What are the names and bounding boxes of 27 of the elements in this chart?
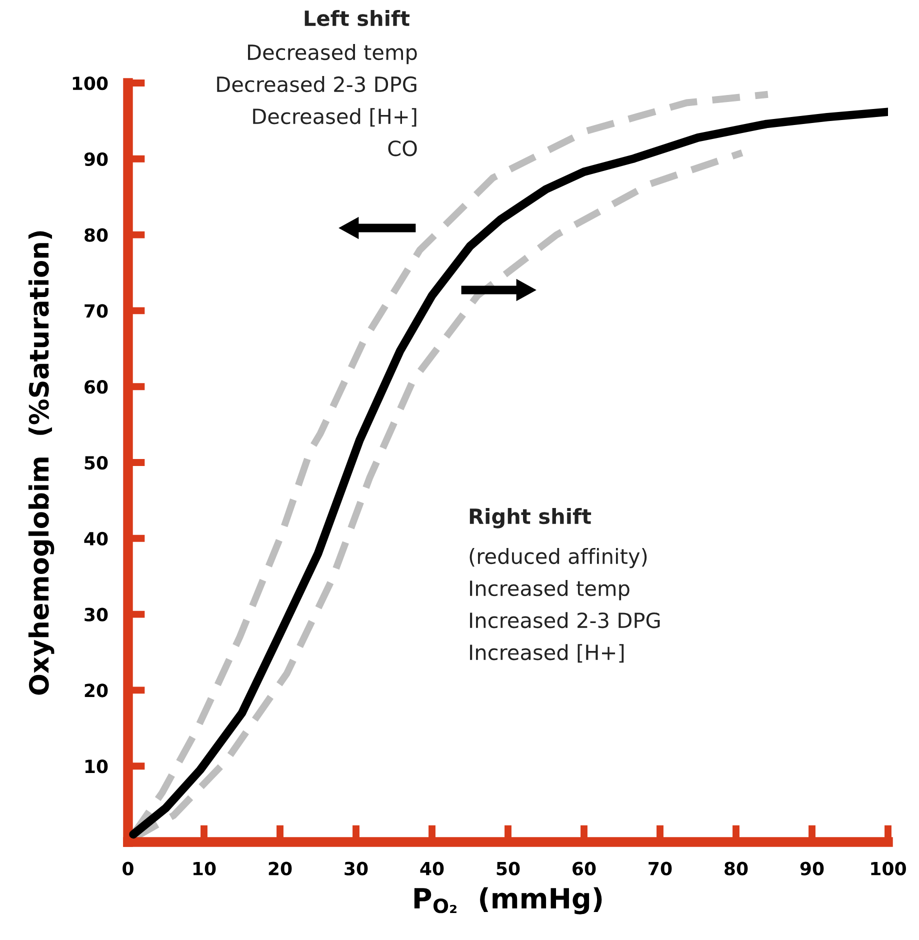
- x-tick-label: 60: [572, 862, 596, 876]
- x-tick-label: 70: [648, 862, 672, 876]
- x-tick-label: 30: [344, 862, 368, 876]
- y-tick-label: 10: [85, 760, 108, 774]
- y-tick-label: 80: [84, 228, 108, 242]
- y-axis-title: Oxyhemoglobim (%Saturation): [28, 231, 54, 695]
- y-tick-label: 70: [84, 304, 108, 318]
- y-tick-label: 90: [84, 152, 108, 166]
- annotation: Decreased temp Decreased 2-3 DPG Decreased [H+] CO: [217, 44, 417, 156]
- y-tick-label: 40: [84, 532, 108, 546]
- y-tick-label: 60: [84, 380, 108, 394]
- annotation: (reduced affinity) Increased temp Increased 2-3 DPG Increased [H+]: [470, 548, 660, 663]
- text: P$_{O₂}$ (mmHg): [414, 887, 602, 914]
- y-tick-label: 50: [84, 456, 108, 470]
- y-tick-label: 20: [84, 684, 108, 698]
- x-tick-label: 40: [420, 862, 444, 876]
- x-tick-label: 20: [268, 862, 292, 876]
- text: Left shift: [304, 10, 410, 26]
- x-tick-label: 10: [193, 862, 216, 876]
- y-tick-label: 100: [72, 76, 108, 90]
- x-tick-label: 80: [724, 862, 748, 876]
- x-tick-label: 100: [871, 862, 906, 876]
- x-tick-label: 90: [800, 862, 824, 876]
- x-tick-label: 50: [496, 862, 520, 876]
- y-tick-label: 30: [84, 608, 108, 622]
- annotation: Right shift: [470, 508, 592, 528]
- x-tick-label: 0: [122, 862, 134, 876]
